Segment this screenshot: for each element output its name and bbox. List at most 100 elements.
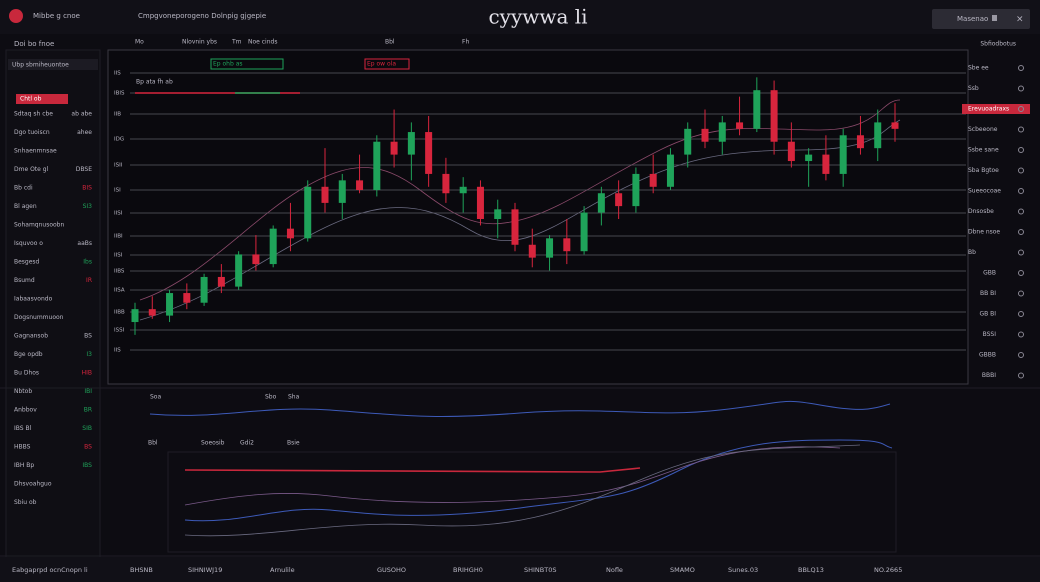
row-label: Bge opdb <box>14 351 43 358</box>
candle-body <box>615 193 623 207</box>
bottom-item: SMAMO <box>670 566 695 574</box>
indicator-label: Sbo <box>265 394 277 401</box>
bottom-item: BRIHGH0 <box>453 566 483 574</box>
candle-body <box>459 186 467 194</box>
row-label: Anbbov <box>14 407 37 414</box>
candle-body <box>770 90 778 142</box>
row-label: Sdtaq sh cbe <box>14 111 53 118</box>
candle-body <box>494 209 502 219</box>
right-row-label: Dbne nsoe <box>968 229 1000 236</box>
row-label: Nbtob <box>14 388 32 395</box>
axis-label: ISSI <box>114 328 125 334</box>
top-bar <box>0 0 1040 34</box>
axis-label: IDG <box>114 137 124 143</box>
candle-body <box>736 122 744 129</box>
candle-body <box>753 90 761 129</box>
bottom-item: SIHNIWJ19 <box>188 566 222 574</box>
indicator-line <box>184 439 893 522</box>
logo <box>9 9 23 23</box>
top-button[interactable] <box>932 9 1030 29</box>
row-icon <box>1018 188 1024 194</box>
candle-body <box>666 154 674 187</box>
row-icon <box>1018 147 1024 153</box>
row-value: SIB <box>82 425 92 432</box>
right-row-label: Ssb <box>968 85 979 92</box>
row-icon <box>1018 85 1024 92</box>
row-value: aaBs <box>77 240 92 247</box>
right-row-label: BB BI <box>980 290 996 297</box>
ma-line <box>139 99 901 301</box>
row-label: Sohamqnusoobn <box>14 222 64 229</box>
close-icon[interactable]: × <box>1016 15 1024 25</box>
candle-body <box>839 135 847 174</box>
candle-body <box>874 122 882 149</box>
search-box <box>8 59 98 70</box>
candle-body <box>304 186 312 239</box>
tag-label: Chtl ob <box>20 96 42 103</box>
candle-body <box>822 154 830 174</box>
candle-body <box>166 293 174 316</box>
candle-body <box>563 238 571 252</box>
candle-body <box>286 228 294 239</box>
right-row-label: Sbe ee <box>968 65 989 72</box>
toolbar-item: Tm <box>231 39 242 46</box>
candle-body <box>632 173 640 207</box>
toolbar-item: Noe cinds <box>248 39 277 46</box>
row-icon <box>1018 167 1024 174</box>
annotation-box <box>210 58 284 70</box>
annotation-box <box>364 58 410 70</box>
row-value: DBSE <box>76 166 92 173</box>
row-label: Dme Ote gl <box>14 166 49 173</box>
chart-area <box>107 49 969 385</box>
candle-body <box>649 173 657 187</box>
row-value: BS <box>84 333 92 340</box>
row-label: Dhsvoahguo <box>14 481 52 488</box>
candle-body <box>373 141 381 191</box>
right-row-label: Scbeeone <box>968 126 998 133</box>
annotation: Ep ow ola <box>367 61 396 68</box>
right-row-label: Ssbe sane <box>968 147 999 154</box>
candle-body <box>442 173 450 194</box>
row-label: Iabaasvondo <box>14 296 53 303</box>
row-label: Dgo tuoiscn <box>14 129 50 136</box>
annotation: Bp ata fh ab <box>136 79 173 86</box>
row-label: Bb cdi <box>14 185 33 192</box>
bottom-item: Sunes.03 <box>728 566 758 574</box>
axis-label: IIBS <box>114 269 125 275</box>
row-label: Besgesd <box>14 259 40 266</box>
candle-body <box>546 238 554 258</box>
candle-body <box>148 309 156 316</box>
row-icon <box>1018 106 1024 112</box>
panel-header: Sbfiodbotus <box>980 41 1016 48</box>
row-label: Gagnansob <box>14 333 48 340</box>
bottom-item: BHSNB <box>130 566 153 574</box>
row-value: BS <box>84 444 92 451</box>
candle-body <box>684 128 692 155</box>
indicator-label: Soeosib <box>201 440 225 447</box>
row-value: Ibs <box>83 259 92 266</box>
row-label: IBH Bp <box>14 462 34 469</box>
candle-body <box>407 132 415 155</box>
axis-label: IIB <box>114 112 121 118</box>
indicator-label: Gdi2 <box>240 440 254 447</box>
right-row-label: Bb <box>968 249 976 256</box>
candle-body <box>511 209 519 245</box>
indicator-label: Sha <box>288 394 300 401</box>
indicator-panel <box>167 451 897 553</box>
row-value: IBS <box>82 462 92 469</box>
right-row-label: Sueeocoae <box>968 188 1001 195</box>
row-label: HBBS <box>14 444 31 451</box>
candle-body <box>891 122 899 129</box>
axis-label: IISI <box>114 253 123 259</box>
top-button-label[interactable]: Masenao <box>957 15 988 23</box>
indicator-line <box>184 467 641 473</box>
menu[interactable]: Cmpgvoneporogeno Dolnpig gjgepie <box>138 12 266 20</box>
row-value: IBI <box>84 388 92 395</box>
candle-body <box>131 309 139 323</box>
row-value: I3 <box>86 351 92 358</box>
row-label: Bsumd <box>14 277 35 284</box>
row-icon <box>1018 126 1024 133</box>
candle-body <box>528 244 536 258</box>
right-row-label: Erevuoadraxs <box>968 106 1009 113</box>
axis-label: IIS <box>114 348 121 354</box>
